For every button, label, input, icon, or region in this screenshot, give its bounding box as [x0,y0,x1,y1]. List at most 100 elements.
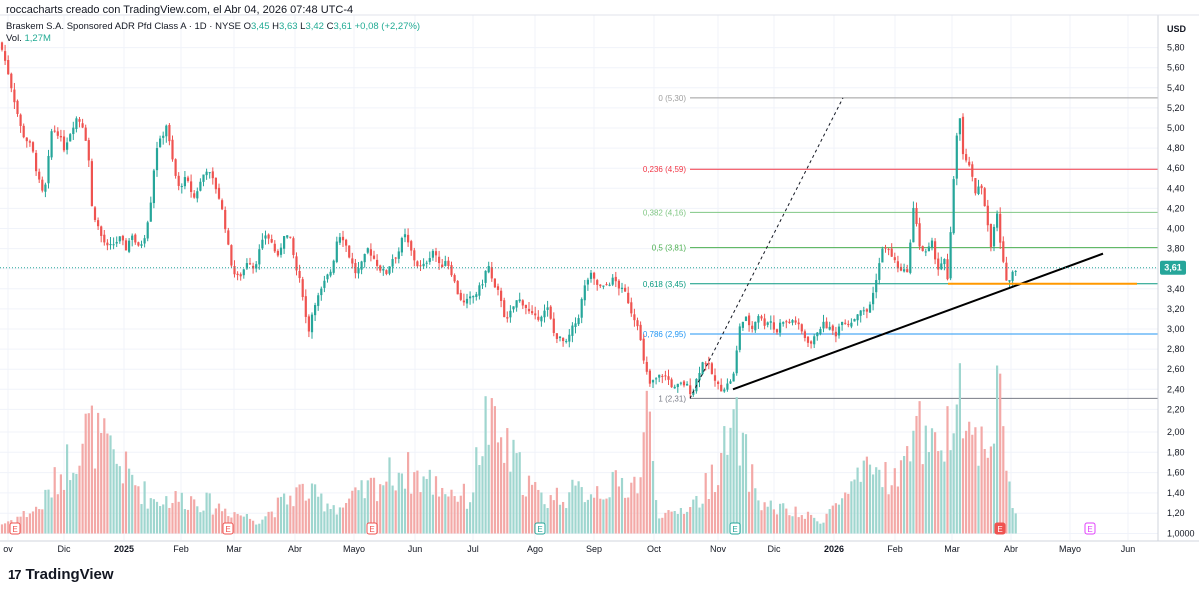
candle-body [971,164,974,177]
candle-body [155,148,159,171]
volume-bar [465,508,469,534]
candle-body [586,279,589,285]
volume-bar [896,486,899,534]
volume-bar [447,496,450,534]
candle-body [140,244,143,246]
volume-bar [738,465,741,534]
candle-body [589,272,593,279]
volume-bar [146,508,149,534]
earnings-marker-label: E [12,525,17,534]
candle-body [19,114,22,126]
symbol-legend: Braskem S.A. Sponsored ADR Pfd Class A ·… [6,21,420,32]
candle-body [915,208,918,225]
volume-bar [958,363,961,534]
volume-bar [205,492,208,534]
candle-body [875,280,878,293]
volume-bar [639,477,642,534]
x-tick-label: Feb [887,544,903,554]
candle-body [41,179,44,191]
candle-body [720,384,723,392]
volume-bar [137,486,140,534]
volume-bar [921,464,924,534]
volume-bar [221,511,224,534]
volume-bar [521,494,524,534]
symbol-name[interactable]: Braskem S.A. Sponsored ADR Pfd Class A ·… [6,21,241,32]
volume-bar [794,506,797,534]
volume-bar [124,451,128,534]
tradingview-brand[interactable]: 17 TradingView [8,566,114,583]
volume-bar [413,472,416,534]
volume-bar [779,503,782,534]
candle-body [974,178,977,194]
candle-body [673,386,676,389]
candle-body [354,263,357,274]
x-tick-label: Mayo [343,544,365,554]
candle-body [320,288,323,296]
candle-body [190,181,193,192]
volume-bar [301,483,304,534]
candle-body [146,222,149,239]
volume-bar [503,462,506,534]
volume-bar [444,494,447,534]
volume-bar [983,449,986,534]
candle-body [782,322,785,324]
candlesticks [0,41,1017,398]
volume-bar [893,468,896,534]
volume-bar [593,497,596,534]
candle-body [345,239,348,246]
candle-body [403,234,407,238]
volume-bar [704,473,707,534]
candle-body [109,244,112,246]
volume-bars [0,363,1017,534]
volume-bar [118,466,121,534]
candle-body [596,280,599,285]
candle-body [87,140,90,161]
volume-bar [881,487,884,534]
candle-body [624,287,627,292]
volume-bar [676,514,679,534]
candle-body [562,337,565,342]
y-tick-label: 2,40 [1167,384,1185,394]
volume-bar [326,503,329,534]
candle-body [825,321,828,329]
volume-bar [1002,426,1005,534]
volume-bar [617,486,620,534]
volume-label[interactable]: Vol. [6,33,22,44]
candle-body [128,240,131,252]
candle-body [862,310,865,312]
volume-bar [766,506,769,534]
volume-bar [50,497,53,534]
x-tick-label: Mayo [1059,544,1081,554]
x-tick-label: Nov [710,544,727,554]
candle-body [335,241,338,262]
candle-body [317,295,320,306]
candle-body [242,269,245,276]
volume-bar [397,472,400,534]
volume-bar [372,477,376,534]
candle-body [1014,270,1017,272]
volume-bar [22,511,25,534]
volume-bar [100,432,103,534]
volume-bar [382,485,385,534]
candle-body [100,226,103,236]
volume-bar [872,474,875,534]
candle-body [872,292,875,305]
candle-body [186,177,190,181]
y-tick-label: 2,00 [1167,427,1185,437]
candle-body [217,187,221,199]
candle-body [927,246,930,252]
volume-bar [813,517,816,534]
volume-bar [757,500,760,534]
volume-bar [903,456,906,534]
candle-body [934,241,937,260]
candle-body [162,135,165,138]
candle-body [7,59,10,75]
candle-body [10,73,13,89]
candle-body [385,270,388,274]
volume-bar [267,511,270,534]
volume-bar [162,504,165,534]
volume-bar [456,501,459,534]
volume-bar [543,504,546,534]
volume-bar [292,506,295,534]
